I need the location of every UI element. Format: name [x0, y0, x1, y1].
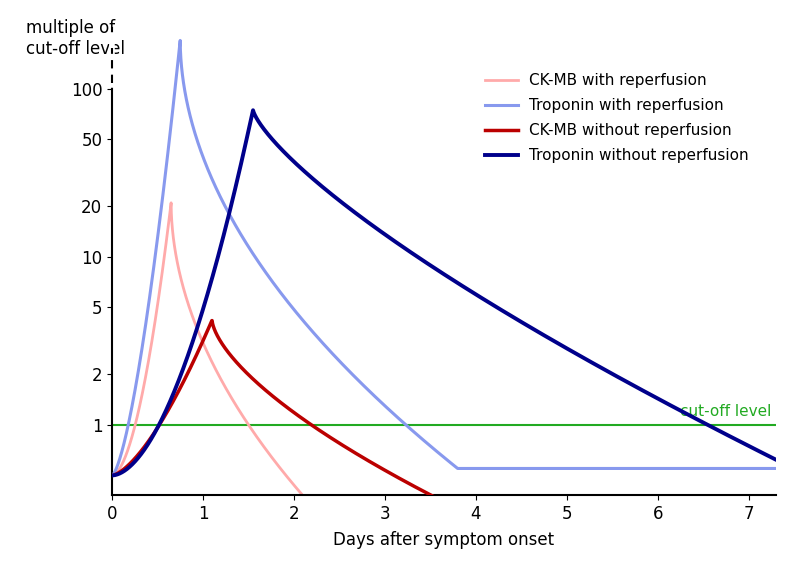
CK-MB with reperfusion — [107, 472, 117, 479]
Troponin with reperfusion — [362, 385, 372, 392]
CK-MB without reperfusion — [687, 515, 697, 521]
Troponin with reperfusion — [771, 465, 781, 472]
Troponin without reperfusion — [391, 239, 401, 245]
Troponin with reperfusion — [687, 465, 697, 472]
Troponin without reperfusion — [771, 457, 781, 463]
CK-MB without reperfusion — [222, 348, 232, 355]
Troponin without reperfusion — [362, 218, 372, 225]
Troponin without reperfusion — [758, 450, 768, 457]
Line: CK-MB with reperfusion: CK-MB with reperfusion — [112, 203, 776, 535]
CK-MB with reperfusion — [166, 199, 176, 206]
CK-MB with reperfusion — [758, 532, 768, 539]
Troponin without reperfusion — [248, 107, 258, 114]
Troponin with reperfusion — [175, 37, 185, 44]
Text: cut-off level: cut-off level — [680, 404, 771, 419]
Troponin without reperfusion — [183, 352, 193, 359]
Troponin with reperfusion — [222, 207, 232, 214]
Line: Troponin with reperfusion: Troponin with reperfusion — [112, 41, 776, 475]
CK-MB without reperfusion — [107, 472, 117, 479]
CK-MB without reperfusion — [758, 515, 768, 521]
CK-MB without reperfusion — [771, 515, 781, 521]
Troponin with reperfusion — [183, 104, 193, 110]
Y-axis label: multiple of
cut-off level: multiple of cut-off level — [26, 19, 125, 57]
CK-MB without reperfusion — [362, 457, 372, 463]
CK-MB with reperfusion — [222, 387, 232, 394]
CK-MB with reperfusion — [362, 532, 372, 539]
Line: CK-MB without reperfusion: CK-MB without reperfusion — [112, 320, 776, 518]
Troponin with reperfusion — [107, 472, 117, 479]
Troponin without reperfusion — [222, 218, 232, 225]
CK-MB with reperfusion — [391, 532, 401, 539]
CK-MB with reperfusion — [183, 300, 193, 306]
CK-MB with reperfusion — [771, 532, 781, 539]
CK-MB without reperfusion — [207, 317, 217, 324]
CK-MB with reperfusion — [687, 532, 697, 539]
Troponin with reperfusion — [391, 412, 401, 419]
Legend: CK-MB with reperfusion, Troponin with reperfusion, CK-MB without reperfusion, Tr: CK-MB with reperfusion, Troponin with re… — [485, 73, 749, 163]
CK-MB without reperfusion — [471, 515, 481, 521]
CK-MB with reperfusion — [335, 532, 345, 539]
CK-MB without reperfusion — [183, 370, 193, 377]
CK-MB without reperfusion — [391, 473, 401, 480]
Troponin without reperfusion — [107, 472, 117, 479]
Troponin with reperfusion — [758, 465, 768, 472]
X-axis label: Days after symptom onset: Days after symptom onset — [334, 531, 554, 549]
Troponin without reperfusion — [687, 413, 697, 420]
Line: Troponin without reperfusion: Troponin without reperfusion — [112, 110, 776, 475]
